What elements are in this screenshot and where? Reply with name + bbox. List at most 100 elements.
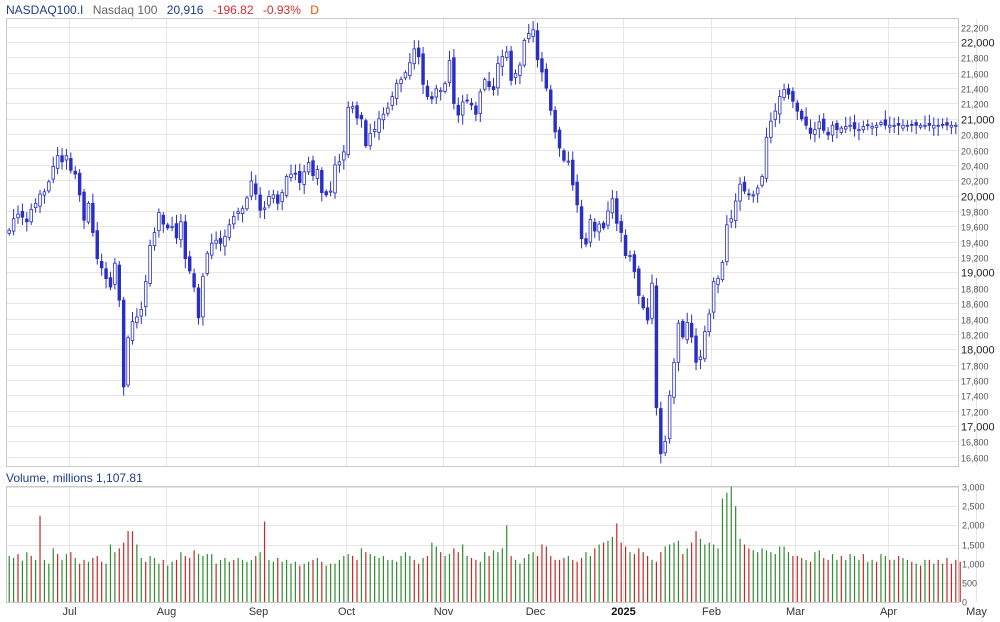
price-candle xyxy=(760,174,764,188)
price-candle xyxy=(910,120,914,133)
price-candle xyxy=(496,55,500,96)
price-candle xyxy=(817,115,822,139)
price-candle xyxy=(108,271,113,291)
price-candle xyxy=(896,116,901,135)
price-tick-label: 21,800 xyxy=(961,54,989,64)
price-candle xyxy=(566,151,571,166)
price-candle xyxy=(782,83,786,101)
period-indicator[interactable]: D xyxy=(310,3,319,17)
price-tick-label: 18,000 xyxy=(961,345,995,357)
price-candle xyxy=(104,261,108,289)
date-tick-label: Sep xyxy=(249,606,269,618)
volume-panel-frame xyxy=(6,486,959,603)
price-tick-label: 21,200 xyxy=(961,100,989,110)
price-candle xyxy=(416,40,421,65)
price-candle xyxy=(641,295,645,311)
price-candle xyxy=(289,164,293,182)
price-candle xyxy=(386,102,390,117)
price-candle xyxy=(698,350,703,370)
price-candle xyxy=(645,298,650,325)
price-candle xyxy=(364,118,368,149)
price-change-percent: -0.93% xyxy=(262,3,301,17)
price-candle xyxy=(60,147,64,170)
price-candle xyxy=(835,120,839,139)
volume-tick-label: 2,000 xyxy=(962,521,985,531)
price-candle xyxy=(350,101,355,114)
price-candle xyxy=(513,69,518,85)
price-candle xyxy=(549,84,553,116)
volume-axis: 0 500 1,000 1,500 2,000 2,500 3,000 xyxy=(962,483,985,608)
price-tick-label: 18,600 xyxy=(961,300,989,310)
price-candle xyxy=(901,119,905,132)
price-candle xyxy=(377,111,381,141)
price-candle xyxy=(227,218,232,241)
price-candle xyxy=(196,283,201,325)
volume-series xyxy=(8,487,961,602)
price-candle xyxy=(298,163,302,191)
price-candle xyxy=(826,127,830,141)
price-tick-label: 21,400 xyxy=(961,85,989,95)
price-candle xyxy=(218,230,223,252)
price-candle xyxy=(130,311,135,345)
price-candle xyxy=(914,119,918,135)
date-tick-label: Aug xyxy=(157,606,177,618)
price-tick-label: 21,000 xyxy=(961,115,995,127)
price-candle xyxy=(152,227,157,251)
price-candle xyxy=(421,46,425,94)
price-tick-label: 20,400 xyxy=(961,162,989,172)
date-tick-label: Nov xyxy=(434,606,454,618)
price-candle xyxy=(337,154,342,173)
price-candle xyxy=(637,265,641,305)
price-candle xyxy=(500,49,505,76)
price-candle xyxy=(434,84,438,104)
price-candle xyxy=(139,301,144,324)
price-candle xyxy=(258,187,262,219)
price-candle xyxy=(403,70,408,81)
price-candle xyxy=(38,189,42,214)
price-candle xyxy=(857,122,861,141)
price-candle xyxy=(157,208,161,238)
price-candle xyxy=(659,401,663,464)
index-name: Nasdaq 100 xyxy=(92,3,158,17)
symbol[interactable]: NASDAQ100.I xyxy=(6,3,84,17)
price-candle xyxy=(368,123,372,150)
price-candle xyxy=(276,190,280,211)
price-candle xyxy=(610,189,615,219)
price-candle xyxy=(808,119,813,140)
date-tick-label: Mar xyxy=(786,606,805,618)
price-tick-label: 18,200 xyxy=(961,331,989,341)
price-candle xyxy=(584,232,588,248)
volume-tick-label: 0 xyxy=(962,598,967,608)
price-candle xyxy=(707,308,711,337)
price-candle xyxy=(42,188,47,204)
price-grid xyxy=(7,19,977,466)
price-candle xyxy=(773,103,778,128)
price-candle xyxy=(394,79,399,106)
price-candle xyxy=(29,203,33,225)
price-candle xyxy=(328,181,333,197)
quote-header: NASDAQ100.I Nasdaq 100 20,916 -196.82 -0… xyxy=(6,2,325,18)
price-candle xyxy=(135,308,139,329)
price-candle xyxy=(601,220,606,231)
price-candle xyxy=(720,260,725,282)
price-candle xyxy=(306,156,311,176)
price-candle xyxy=(99,253,104,276)
price-candle xyxy=(359,112,364,128)
price-candle xyxy=(579,199,584,249)
volume-label: Volume, millions 1,107.81 xyxy=(6,471,143,485)
price-candle xyxy=(412,40,416,70)
price-candle xyxy=(588,214,593,248)
date-tick-label: 2025 xyxy=(611,606,635,618)
price-tick-label: 20,000 xyxy=(961,192,995,204)
price-candle xyxy=(487,71,491,91)
price-candle xyxy=(663,435,667,457)
price-panel-frame xyxy=(6,18,959,467)
price-candle xyxy=(183,214,188,269)
price-candle xyxy=(786,83,791,100)
price-candle xyxy=(236,207,240,221)
price-candle xyxy=(606,201,610,230)
price-candle xyxy=(165,222,170,231)
price-candle xyxy=(535,22,540,68)
volume-grid xyxy=(7,487,977,603)
